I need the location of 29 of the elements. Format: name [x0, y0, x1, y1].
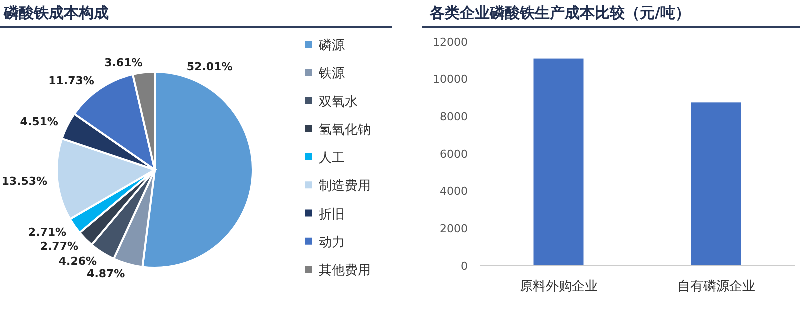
data-label: 13.53% — [2, 174, 48, 188]
data-label: 2.77% — [40, 240, 79, 254]
y-tick-label: 0 — [461, 260, 468, 273]
data-label: 4.87% — [87, 268, 126, 281]
legend-label: 铁源 — [318, 66, 345, 82]
data-label: 2.71% — [28, 226, 67, 239]
legend-label: 动力 — [319, 235, 345, 250]
y-tick-label: 12000 — [433, 36, 468, 49]
legend-label: 人工 — [319, 151, 345, 166]
chart-title: 各类企业磷酸铁生产成本比较（元/吨） — [429, 4, 690, 22]
chart-title: 磷酸铁成本构成 — [3, 4, 109, 22]
legend-label: 氢氧化钠 — [319, 122, 371, 138]
data-label: 11.73% — [48, 74, 94, 88]
legend-label: 双氧水 — [319, 94, 358, 110]
x-tick-label: 原料外购企业 — [520, 280, 598, 295]
y-tick-label: 2000 — [440, 222, 468, 236]
legend-label: 制造费用 — [319, 179, 371, 194]
y-tick-label: 10000 — [433, 73, 468, 86]
legend-label: 其他费用 — [319, 264, 371, 279]
legend-label: 磷源 — [318, 38, 345, 54]
data-label: 4.26% — [58, 255, 98, 268]
y-tick-label: 8000 — [440, 110, 468, 124]
y-tick-label: 6000 — [440, 148, 468, 161]
x-tick-label: 自有磷源企业 — [677, 280, 756, 295]
data-label: 4.51% — [20, 115, 58, 128]
data-label: 52.01% — [186, 60, 233, 74]
data-label: 3.61% — [104, 56, 143, 70]
y-tick-label: 4000 — [440, 185, 468, 198]
legend-label: 折旧 — [319, 207, 345, 222]
